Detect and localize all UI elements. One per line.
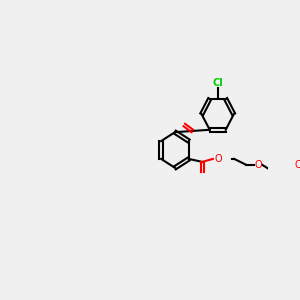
Text: O: O — [294, 160, 300, 170]
Text: Cl: Cl — [212, 78, 223, 88]
Text: O: O — [254, 160, 262, 170]
Text: O: O — [214, 154, 222, 164]
